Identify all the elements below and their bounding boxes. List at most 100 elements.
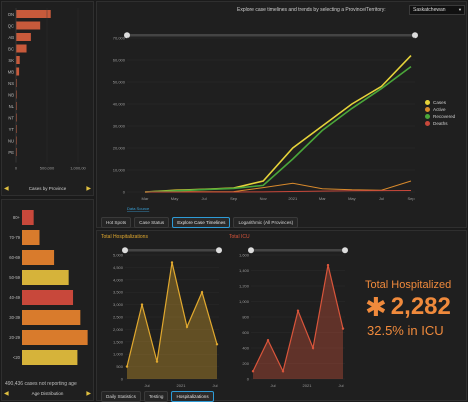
legend-label: Active [433, 107, 446, 112]
timeline-panel: Explore case timelines and trends by sel… [96, 1, 467, 228]
icu-point [326, 263, 330, 267]
icu-percent: 32.5% in ICU [367, 323, 444, 338]
timeline-y-tick: 0 [123, 190, 126, 195]
province-label: NL [9, 104, 15, 109]
province-bar [16, 148, 17, 156]
age-label: 60-69 [9, 255, 20, 260]
province-select[interactable]: Saskatchewan ▼ [409, 5, 465, 15]
timeline-y-tick: 70,000 [113, 36, 126, 41]
icu-y-tick: 1,600 [239, 253, 250, 258]
province-bar [16, 125, 17, 133]
chevron-left-icon[interactable]: ◀ [4, 390, 9, 397]
age-panel: 80+ 70-79 60-69 50-59 40-49 30-39 20-29 <20 490… [1, 199, 94, 401]
slider-handle-right [216, 247, 222, 254]
icu-point [341, 327, 345, 330]
icu-range-slider [251, 249, 345, 252]
hosp-y-tick: 5,000 [113, 253, 124, 258]
hosp-point [200, 291, 204, 294]
icu-x-tick: 2021 [303, 383, 313, 388]
icu-y-tick: 400 [242, 346, 249, 351]
chevron-right-icon[interactable]: ▶ [86, 390, 91, 397]
province-label: YT [9, 127, 15, 132]
asterisk-icon: ✱ [365, 292, 387, 322]
hospital-panel: Total Hospitalizations Total ICU 5,000 4,… [96, 230, 467, 402]
icu-y-tick: 1,200 [239, 284, 250, 289]
timeline-tab[interactable]: Hot Spots [101, 217, 132, 228]
timeline-tab[interactable]: Logarithmic (All Provinces) [233, 217, 299, 228]
age-label: 80+ [13, 215, 21, 220]
province-bar [16, 56, 20, 64]
age-bar [22, 230, 40, 245]
timeline-y-tick: 20,000 [113, 146, 126, 151]
province-footer: ◀ Cases by Province ▶ [4, 183, 91, 193]
legend-dot-icon [425, 100, 430, 105]
age-label: 70-79 [9, 235, 20, 240]
age-footer-label: Age Distribution [31, 390, 64, 396]
hosp-x-tick: Jul [144, 383, 149, 388]
age-footer: ◀ Age Distribution ▶ [4, 388, 91, 398]
province-bar-chart: ON QC AB BC SK MB NS NB NL NT YT NU PE 0 500,000 1,000,… [8, 8, 87, 171]
timeline-tabs: Hot Spots Case Status Explore Case Timelin… [101, 217, 299, 228]
icu-point [296, 309, 300, 312]
slider-handle-left [248, 247, 254, 254]
icu-x-tick: Jul [270, 383, 275, 388]
legend-dot-icon [425, 121, 430, 126]
legend-label: Recovered [433, 114, 456, 119]
timeline-tab[interactable]: Explore Case Timelines [172, 217, 231, 228]
hospitalizations-chart: 5,000 4,500 4,000 3,500 3,000 2,500 2,000 1,500… [113, 247, 222, 388]
legend-item[interactable]: Recovered [425, 114, 455, 119]
age-bar [22, 310, 81, 325]
slider-handle-left [122, 247, 128, 254]
legend-label: Deaths [433, 121, 448, 126]
province-footer-label: Cases by Province [28, 185, 67, 191]
icu-y-tick: 0 [247, 377, 250, 382]
timeline-tab[interactable]: Case Status [134, 217, 170, 228]
timeline-series-deaths [144, 189, 412, 193]
hospital-tab[interactable]: Hospitalizations [171, 391, 214, 402]
age-label: 30-39 [9, 315, 20, 320]
icu-y-tick: 800 [242, 315, 249, 320]
hospital-tab[interactable]: Daily Statistics [101, 391, 141, 402]
icu-point [266, 339, 270, 342]
province-bar [16, 102, 17, 110]
hosp-y-tick: 1,500 [113, 339, 124, 344]
hosp-point [185, 325, 189, 329]
age-bar [22, 210, 34, 225]
hosp-point [170, 261, 174, 264]
total-hospitalized-value-row: ✱ 2,282 [365, 293, 451, 321]
timeline-y-tick: 40,000 [113, 102, 126, 107]
hospital-tab[interactable]: Testing [143, 391, 169, 402]
province-tick: 1,000,00 [70, 166, 86, 171]
slider-handle-left [124, 32, 130, 39]
chevron-down-icon: ▼ [458, 7, 462, 12]
age-label: 40-49 [9, 295, 20, 300]
timeline-x-tick: Mar [319, 196, 327, 201]
legend-item[interactable]: Active [425, 107, 455, 112]
icu-y-tick: 200 [242, 361, 249, 366]
hosp-x-tick: Jul [212, 383, 217, 388]
legend-item[interactable]: Cases [425, 100, 455, 105]
province-label: MB [8, 70, 14, 75]
icu-title: Total ICU [229, 234, 250, 240]
legend-item[interactable]: Deaths [425, 121, 455, 126]
province-bar [16, 90, 17, 99]
timeline-x-tick: Jul [202, 196, 207, 201]
chevron-right-icon[interactable]: ▶ [86, 185, 91, 192]
hosp-point [215, 343, 219, 346]
age-label: 20-29 [9, 335, 20, 340]
icu-point [311, 346, 315, 350]
province-label: AB [8, 35, 14, 40]
province-bar [16, 136, 17, 145]
timeline-chart: 70,000 60,000 50,000 40,000 30,000 20,000 10,0… [113, 32, 418, 211]
timeline-y-tick: 30,000 [113, 124, 126, 129]
icu-area [253, 265, 343, 379]
legend-dot-icon [425, 107, 430, 112]
province-tick: 500,000 [40, 166, 55, 171]
icu-y-tick: 1,400 [239, 268, 250, 273]
province-bar [16, 79, 17, 87]
province-bar [16, 67, 20, 76]
chevron-left-icon[interactable]: ◀ [4, 185, 9, 192]
age-label: <20 [13, 355, 21, 360]
province-bar [16, 113, 17, 122]
icu-point [281, 370, 285, 373]
